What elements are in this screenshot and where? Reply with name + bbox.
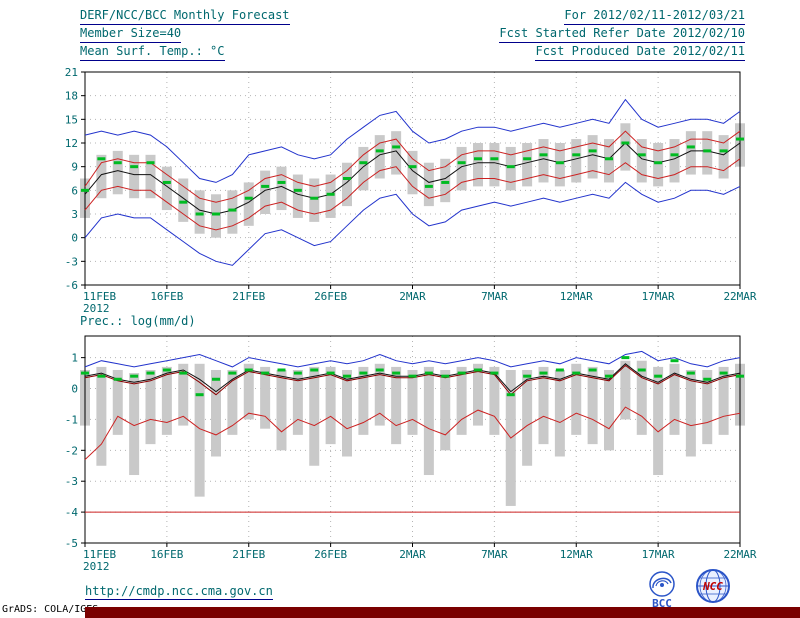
source-url-link[interactable]: http://cmdp.ncc.cma.gov.cn [85, 584, 273, 600]
forecast-title: DERF/NCC/BCC Monthly Forecast [80, 8, 290, 25]
svg-text:12: 12 [65, 137, 78, 150]
svg-text:21FEB: 21FEB [232, 290, 265, 303]
svg-text:0: 0 [71, 232, 78, 245]
svg-text:-4: -4 [65, 506, 79, 519]
ncc-logo-text: NCC [702, 580, 723, 593]
svg-text:7MAR: 7MAR [481, 290, 508, 303]
bcc-logo-icon: BCC [649, 571, 675, 610]
svg-text:-3: -3 [65, 475, 78, 488]
svg-text:16FEB: 16FEB [150, 548, 183, 561]
svg-text:2012: 2012 [83, 560, 110, 573]
svg-text:22MAR: 22MAR [723, 548, 756, 561]
bcc-logo-text: BCC [652, 597, 672, 610]
svg-text:22MAR: 22MAR [723, 290, 756, 303]
produced-date-label: Fcst Produced Date 2012/02/11 [535, 44, 745, 61]
grads-credit: GrADS: COLA/IGES [2, 604, 99, 615]
refer-date-label: Fcst Started Refer Date 2012/02/10 [499, 26, 745, 43]
svg-text:-2: -2 [65, 444, 78, 457]
svg-text:6: 6 [71, 184, 78, 197]
svg-text:7MAR: 7MAR [481, 548, 508, 561]
member-size-label: Member Size=40 [80, 26, 182, 43]
svg-text:12MAR: 12MAR [560, 290, 593, 303]
svg-text:15: 15 [65, 113, 78, 126]
svg-text:9: 9 [71, 161, 78, 174]
svg-text:17MAR: 17MAR [642, 548, 675, 561]
forecast-period: For 2012/02/11-2012/03/21 [564, 8, 745, 25]
svg-text:-5: -5 [65, 537, 78, 550]
svg-text:21FEB: 21FEB [232, 548, 265, 561]
bottom-maroon-bar [85, 607, 800, 618]
svg-text:11FEB: 11FEB [83, 548, 116, 561]
precip-chart-title: Prec.: log(mm/d) [80, 314, 196, 328]
svg-text:26FEB: 26FEB [314, 548, 347, 561]
svg-text:0: 0 [71, 383, 78, 396]
svg-text:12MAR: 12MAR [560, 548, 593, 561]
svg-text:18: 18 [65, 90, 78, 103]
svg-text:-3: -3 [65, 255, 78, 268]
svg-text:2MAR: 2MAR [399, 548, 426, 561]
bcc-logo: BCC [642, 570, 682, 614]
svg-text:21: 21 [65, 66, 78, 79]
svg-text:2012: 2012 [83, 302, 110, 314]
ncc-logo-icon: NCC [696, 569, 730, 603]
svg-text:17MAR: 17MAR [642, 290, 675, 303]
svg-text:26FEB: 26FEB [314, 290, 347, 303]
svg-text:3: 3 [71, 208, 78, 221]
temp-chart-title: Mean Surf. Temp.: °C [80, 44, 225, 61]
svg-text:1: 1 [71, 352, 78, 365]
svg-text:2MAR: 2MAR [399, 290, 426, 303]
ncc-logo: NCC [690, 566, 736, 614]
svg-text:-6: -6 [65, 279, 78, 292]
svg-text:11FEB: 11FEB [83, 290, 116, 303]
svg-text:16FEB: 16FEB [150, 290, 183, 303]
svg-text:-1: -1 [65, 413, 78, 426]
